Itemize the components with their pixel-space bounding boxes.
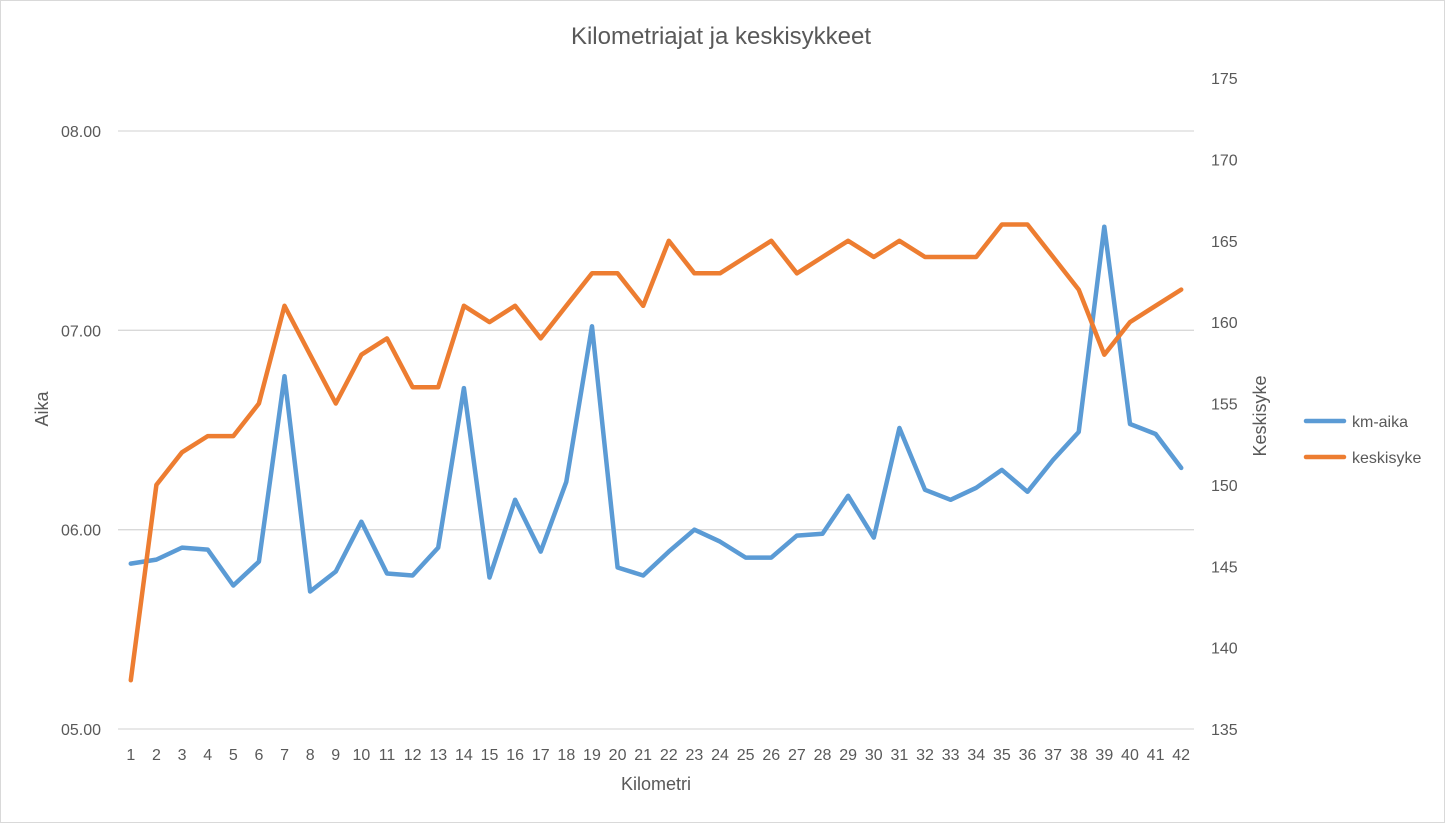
- y2-tick-label: 145: [1211, 559, 1238, 576]
- x-tick-label: 33: [942, 747, 960, 764]
- x-tick-label: 16: [506, 747, 524, 764]
- x-tick-label: 35: [993, 747, 1011, 764]
- series-lines: [128, 222, 1184, 683]
- x-tick-label: 14: [455, 747, 473, 764]
- y2-axis-title: Keskisyke: [1250, 375, 1270, 456]
- x-tick-label: 24: [711, 747, 729, 764]
- series-line-keskisyke: [128, 222, 1184, 683]
- x-tick-label: 28: [814, 747, 832, 764]
- x-tick-label: 11: [379, 747, 396, 764]
- x-tick-label: 40: [1121, 747, 1139, 764]
- x-tick-label: 4: [203, 747, 212, 764]
- series-line-km-aika: [128, 224, 1184, 594]
- y2-tick-label: 165: [1211, 234, 1238, 251]
- x-tick-label: 39: [1095, 747, 1113, 764]
- x-tick-label: 8: [306, 747, 315, 764]
- y2-tick-label: 155: [1211, 397, 1238, 414]
- x-tick-label: 17: [532, 747, 550, 764]
- x-tick-label: 34: [967, 747, 985, 764]
- chart-title: Kilometriajat ja keskisykkeet: [571, 23, 871, 50]
- y-axis-title: Aika: [32, 391, 52, 427]
- x-tick-label: 21: [634, 747, 652, 764]
- x-tick-label: 5: [229, 747, 238, 764]
- x-tick-label: 12: [404, 747, 422, 764]
- x-tick-label: 32: [916, 747, 934, 764]
- y2-tick-label: 160: [1211, 315, 1238, 332]
- y-tick-label: 05.00: [61, 722, 101, 739]
- y2-tick-label: 175: [1211, 71, 1238, 88]
- x-axis-title: Kilometri: [621, 774, 691, 794]
- x-tick-label: 42: [1172, 747, 1190, 764]
- x-tick-label: 29: [839, 747, 857, 764]
- y2-tick-label: 150: [1211, 478, 1238, 495]
- x-tick-label: 23: [686, 747, 704, 764]
- legend: km-aika keskisyke: [1303, 414, 1421, 467]
- x-tick-label: 36: [1019, 747, 1037, 764]
- legend-label: km-aika: [1352, 414, 1408, 431]
- x-tick-label: 20: [609, 747, 627, 764]
- x-tick-label: 22: [660, 747, 678, 764]
- gridlines: [118, 130, 1194, 730]
- x-tick-label: 19: [583, 747, 601, 764]
- x-tick-label: 2: [152, 747, 161, 764]
- x-tick-label: 1: [126, 747, 135, 764]
- x-tick-label: 38: [1070, 747, 1088, 764]
- x-tick-label: 15: [481, 747, 499, 764]
- x-tick-label: 27: [788, 747, 806, 764]
- y2-axis-tick-labels: 135 140 145 150 155 160 165 170 175: [1211, 71, 1238, 739]
- x-axis-tick-labels: 1 2 3 4 5 6 7 8 9 10 11 12 13 14 15 16 17 18 19 20 21 22 23 24 2…: [126, 747, 1190, 764]
- y-tick-label: 08.00: [61, 124, 101, 141]
- x-tick-label: 7: [280, 747, 289, 764]
- x-tick-label: 9: [331, 747, 340, 764]
- y-tick-label: 07.00: [61, 323, 101, 340]
- x-tick-label: 18: [557, 747, 575, 764]
- y2-tick-label: 170: [1211, 152, 1238, 169]
- legend-label: keskisyke: [1352, 450, 1421, 467]
- x-tick-label: 41: [1147, 747, 1165, 764]
- y-axis-tick-labels: 05.00 06.00 07.00 08.00: [61, 124, 101, 739]
- y-tick-label: 06.00: [61, 523, 101, 540]
- x-tick-label: 31: [890, 747, 908, 764]
- x-tick-label: 10: [352, 747, 370, 764]
- x-tick-label: 30: [865, 747, 883, 764]
- y2-tick-label: 135: [1211, 722, 1238, 739]
- x-tick-label: 3: [178, 747, 187, 764]
- x-tick-label: 26: [762, 747, 780, 764]
- x-tick-label: 6: [254, 747, 263, 764]
- y2-tick-label: 140: [1211, 641, 1238, 658]
- x-tick-label: 37: [1044, 747, 1062, 764]
- x-tick-label: 13: [429, 747, 447, 764]
- x-tick-label: 25: [737, 747, 755, 764]
